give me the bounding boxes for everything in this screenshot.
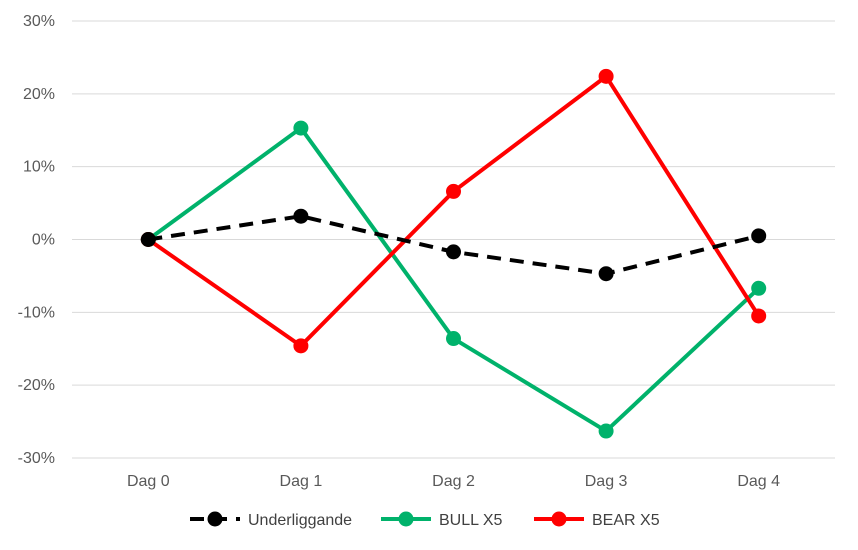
data-point [446,244,461,260]
data-point [293,208,309,224]
y-tick-label: 10% [23,159,55,176]
series-lines [140,68,767,439]
data-point [751,280,767,296]
y-tick-label: -20% [18,377,55,394]
legend-item: Underliggande [190,511,352,529]
data-point [598,266,614,282]
data-point [751,228,767,244]
legend-label: BULL X5 [439,512,503,529]
x-axis-tick-labels: Dag 0 Dag 1 Dag 2 Dag 3 Dag 4 [127,473,780,490]
legend-marker [207,511,223,527]
data-point [751,308,767,324]
legend-marker [398,511,414,527]
series-underliggande [140,208,767,282]
y-tick-label: -10% [18,304,55,321]
legend-marker [551,511,567,527]
y-axis-tick-labels: 30% 20% 10% 0% -10% -20% -30% [18,13,55,467]
legend-item: BEAR X5 [534,511,660,529]
data-point [598,423,614,439]
x-tick-label: Dag 3 [585,473,628,490]
x-tick-label: Dag 2 [432,473,475,490]
data-point [140,232,156,247]
data-point [446,331,461,347]
y-tick-label: -30% [18,450,55,467]
legend-item: BULL X5 [381,511,503,529]
data-point [446,183,461,199]
y-tick-label: 0% [32,232,55,249]
x-tick-label: Dag 4 [737,473,780,490]
series-bull-x5 [140,120,767,439]
legend-label: BEAR X5 [592,512,660,529]
data-point [293,120,309,136]
x-tick-label: Dag 0 [127,473,170,490]
series-line [147,74,761,348]
series-bear-x5 [140,68,767,354]
y-tick-label: 20% [23,86,55,103]
gridlines [72,20,835,459]
data-point [598,68,614,84]
x-tick-label: Dag 1 [280,473,323,490]
y-tick-label: 30% [23,13,55,30]
data-point [293,338,309,354]
legend: Underliggande BULL X5 BEAR X5 [190,511,660,529]
legend-label: Underliggande [248,512,352,529]
